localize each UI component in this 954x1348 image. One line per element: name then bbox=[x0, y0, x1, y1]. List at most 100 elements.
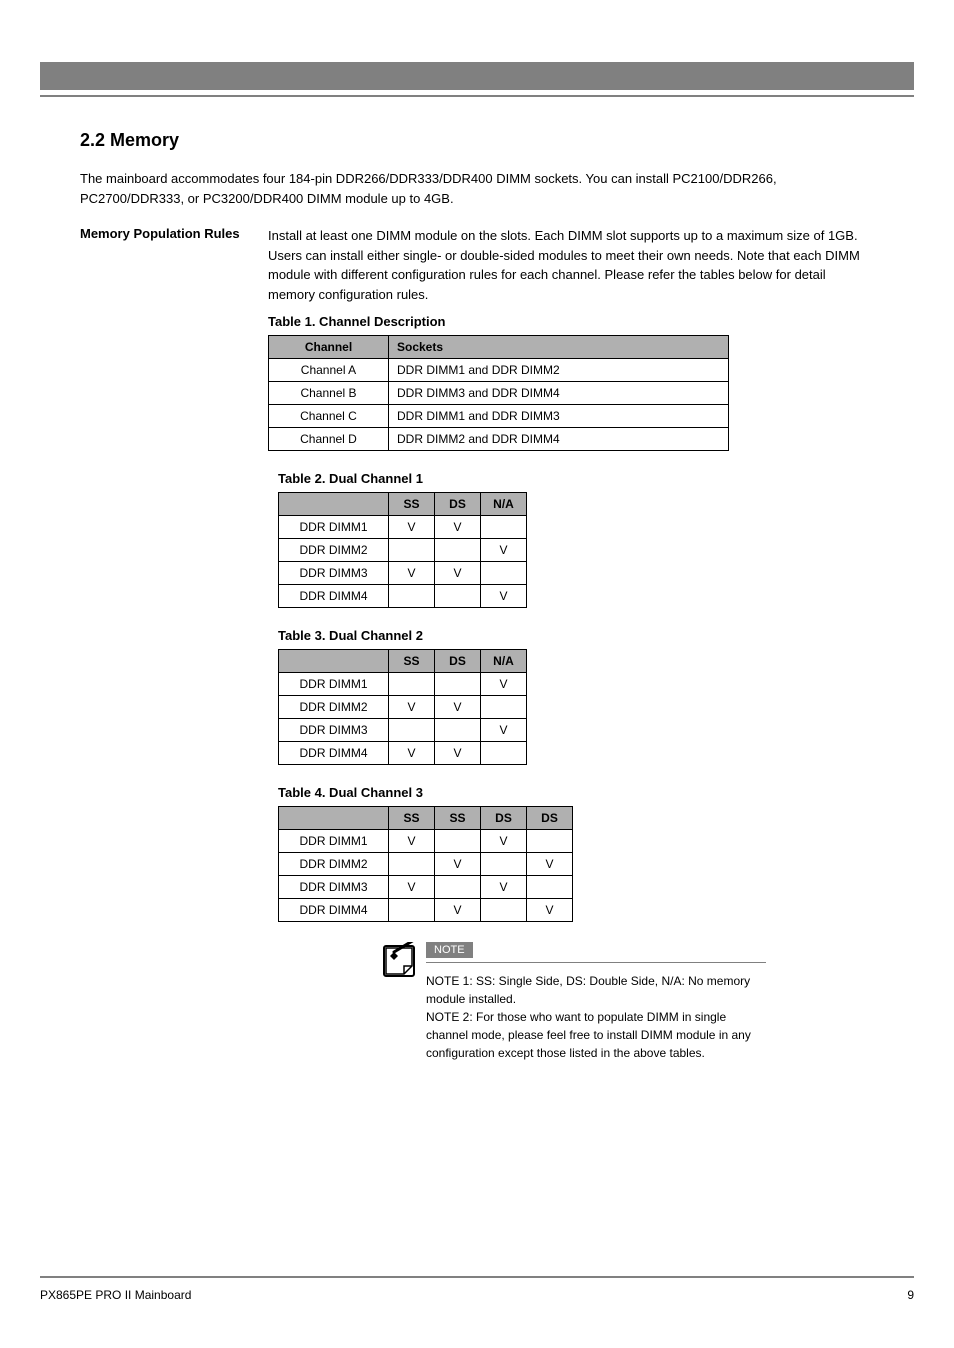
th: SS bbox=[435, 807, 481, 830]
table-row: DDR DIMM4VV bbox=[279, 742, 527, 765]
table4: SS SS DS DS DDR DIMM1VV DDR DIMM2VV DDR … bbox=[278, 806, 573, 922]
td bbox=[435, 719, 481, 742]
memory-pop-text: Install at least one DIMM module on the … bbox=[268, 226, 874, 304]
td: V bbox=[389, 830, 435, 853]
section-intro: The mainboard accommodates four 184-pin … bbox=[80, 169, 874, 208]
td bbox=[389, 539, 435, 562]
table3-title: Table 3. Dual Channel 2 bbox=[278, 628, 874, 643]
note-icon bbox=[380, 942, 422, 980]
footer-left: PX865PE PRO II Mainboard bbox=[40, 1288, 191, 1302]
td: V bbox=[435, 742, 481, 765]
td: V bbox=[481, 673, 527, 696]
td: DDR DIMM1 bbox=[279, 830, 389, 853]
td bbox=[435, 673, 481, 696]
th bbox=[279, 650, 389, 673]
th: DS bbox=[435, 650, 481, 673]
td: Channel D bbox=[269, 428, 389, 451]
th: SS bbox=[389, 650, 435, 673]
table-row: DDR DIMM4V bbox=[279, 585, 527, 608]
td: DDR DIMM1 and DDR DIMM3 bbox=[389, 405, 729, 428]
td: V bbox=[481, 830, 527, 853]
td: DDR DIMM1 bbox=[279, 673, 389, 696]
table2-block: Table 2. Dual Channel 1 SS DS N/A DDR DI… bbox=[278, 471, 874, 608]
td: V bbox=[435, 899, 481, 922]
td: V bbox=[527, 899, 573, 922]
td bbox=[435, 585, 481, 608]
note-rule bbox=[426, 962, 766, 963]
note-label: NOTE bbox=[426, 942, 473, 958]
td bbox=[481, 696, 527, 719]
td: DDR DIMM2 and DDR DIMM4 bbox=[389, 428, 729, 451]
td: V bbox=[389, 516, 435, 539]
td bbox=[527, 876, 573, 899]
td: V bbox=[481, 876, 527, 899]
table1-title: Table 1. Channel Description bbox=[268, 314, 874, 329]
table-header-row: SS DS N/A bbox=[279, 493, 527, 516]
th: SS bbox=[389, 807, 435, 830]
td: DDR DIMM2 bbox=[279, 696, 389, 719]
td bbox=[389, 585, 435, 608]
section-title: 2.2 Memory bbox=[80, 130, 874, 151]
footer-rule bbox=[40, 1276, 914, 1278]
footer: PX865PE PRO II Mainboard 9 bbox=[40, 1288, 914, 1302]
table-row: Channel DDDR DIMM2 and DDR DIMM4 bbox=[269, 428, 729, 451]
td: V bbox=[435, 696, 481, 719]
td: V bbox=[481, 719, 527, 742]
th: Sockets bbox=[389, 336, 729, 359]
td: Channel B bbox=[269, 382, 389, 405]
th: N/A bbox=[481, 493, 527, 516]
table-row: DDR DIMM4 V V bbox=[279, 899, 573, 922]
header-rule bbox=[40, 95, 914, 97]
td bbox=[435, 830, 481, 853]
table-row: DDR DIMM1VV bbox=[279, 830, 573, 853]
table-row: DDR DIMM3VV bbox=[279, 562, 527, 585]
td: V bbox=[435, 853, 481, 876]
table-row: DDR DIMM1 V bbox=[279, 673, 527, 696]
td: DDR DIMM3 bbox=[279, 876, 389, 899]
td bbox=[481, 853, 527, 876]
table-row: DDR DIMM2VV bbox=[279, 853, 573, 876]
table-header-row: SS SS DS DS bbox=[279, 807, 573, 830]
td bbox=[481, 562, 527, 585]
td: V bbox=[481, 539, 527, 562]
table-row: DDR DIMM1VV bbox=[279, 516, 527, 539]
memory-pop-label: Memory Population Rules bbox=[80, 226, 240, 241]
note-text: NOTE 1: SS: Single Side, DS: Double Side… bbox=[426, 972, 766, 1062]
table1: Channel Sockets Channel ADDR DIMM1 and D… bbox=[268, 335, 729, 451]
table4-block: Table 4. Dual Channel 3 SS SS DS DS DDR … bbox=[278, 785, 874, 922]
table-row: DDR DIMM3VV bbox=[279, 876, 573, 899]
td bbox=[435, 539, 481, 562]
header-bar bbox=[40, 62, 914, 90]
th: DS bbox=[527, 807, 573, 830]
th: Channel bbox=[269, 336, 389, 359]
td bbox=[527, 830, 573, 853]
td bbox=[481, 516, 527, 539]
th: SS bbox=[389, 493, 435, 516]
table-row: DDR DIMM2VV bbox=[279, 696, 527, 719]
td: DDR DIMM4 bbox=[279, 899, 389, 922]
td: V bbox=[389, 876, 435, 899]
td bbox=[389, 673, 435, 696]
footer-right: 9 bbox=[907, 1288, 914, 1302]
table2-title: Table 2. Dual Channel 1 bbox=[278, 471, 874, 486]
td bbox=[389, 719, 435, 742]
table2: SS DS N/A DDR DIMM1VV DDR DIMM2V DDR DIM… bbox=[278, 492, 527, 608]
table-row: Channel CDDR DIMM1 and DDR DIMM3 bbox=[269, 405, 729, 428]
table1-block: Table 1. Channel Description Channel Soc… bbox=[268, 314, 874, 451]
td: DDR DIMM1 bbox=[279, 516, 389, 539]
td: V bbox=[389, 696, 435, 719]
table3-block: Table 3. Dual Channel 2 SS DS N/A DDR DI… bbox=[278, 628, 874, 765]
td: Channel C bbox=[269, 405, 389, 428]
table4-title: Table 4. Dual Channel 3 bbox=[278, 785, 874, 800]
th bbox=[279, 493, 389, 516]
td: V bbox=[389, 742, 435, 765]
table-row: Channel BDDR DIMM3 and DDR DIMM4 bbox=[269, 382, 729, 405]
td: DDR DIMM3 and DDR DIMM4 bbox=[389, 382, 729, 405]
td bbox=[481, 899, 527, 922]
table-row: DDR DIMM3V bbox=[279, 719, 527, 742]
th: DS bbox=[435, 493, 481, 516]
td: V bbox=[481, 585, 527, 608]
td: DDR DIMM3 bbox=[279, 562, 389, 585]
td: DDR DIMM1 and DDR DIMM2 bbox=[389, 359, 729, 382]
td: V bbox=[527, 853, 573, 876]
